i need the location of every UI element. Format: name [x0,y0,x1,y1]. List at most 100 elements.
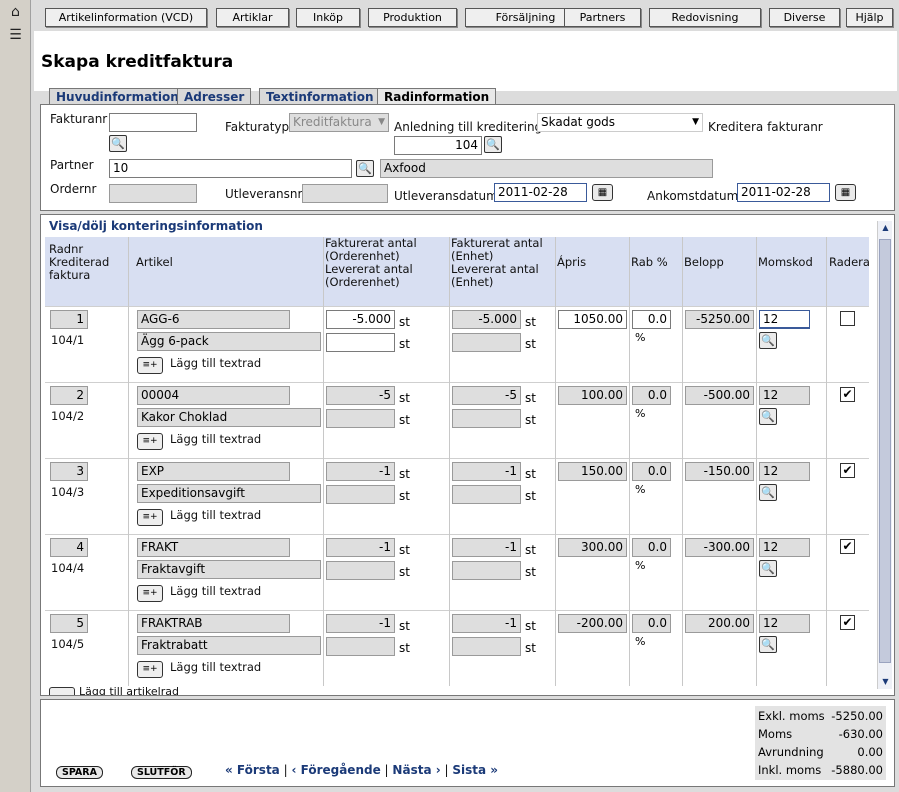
fakturanr-search-button[interactable]: 🔍 [109,135,127,152]
magnifier-icon: 🔍 [761,486,775,499]
fakturatyp-select[interactable]: Kreditfaktura ▼ [289,113,389,132]
article-name-field: Kakor Choklad [137,408,321,427]
menu-artikelinformation[interactable]: Artikelinformation (VCD) [45,8,207,27]
pager-next[interactable]: Nästa › [392,763,441,777]
add-text-icon[interactable]: ≡+ [137,585,163,602]
add-text-row-link[interactable]: Lägg till textrad [170,356,262,370]
unit-label: st [399,391,410,405]
apris-input[interactable]: 1050.00 [558,310,627,329]
partner-search-button[interactable]: 🔍 [356,160,374,177]
total-inkl-value: -5880.00 [831,763,883,777]
menu-diverse[interactable]: Diverse [769,8,840,27]
tab-huvudinformation[interactable]: Huvudinformation [49,88,186,104]
pager-prev[interactable]: ‹ Föregående [291,763,381,777]
radera-checkbox[interactable]: ✔ [840,615,855,630]
menu-hjalp[interactable]: Hjälp [846,8,893,27]
radera-checkbox[interactable] [840,311,855,326]
pager-last[interactable]: Sista » [452,763,499,777]
col-rab: Rab % [631,255,668,269]
tab-textinformation[interactable]: Textinformation [259,88,381,104]
total-moms-label: Moms [758,727,793,741]
vertical-scrollbar[interactable]: ▲ ▼ [877,221,892,689]
title-area [34,31,897,91]
menu-produktion[interactable]: Produktion [368,8,457,27]
momskod-search-button[interactable]: 🔍 [759,332,777,349]
add-text-icon[interactable]: ≡+ [137,433,163,450]
spara-button[interactable]: SPARA [56,766,103,779]
magnifier-icon: 🔍 [358,162,372,175]
pager-separator: | [384,763,389,777]
row-invoice-ref: 104/2 [51,409,85,423]
add-text-row-link[interactable]: Lägg till textrad [170,660,262,674]
add-text-icon[interactable]: ≡+ [137,661,163,678]
col-apris: Ápris [557,255,587,269]
row-table-panel: Visa/dölj konteringsinformation Radnr Kr… [40,214,895,696]
menu-artiklar[interactable]: Artiklar [216,8,289,27]
kreditera-search-button[interactable]: 🔍 [484,136,502,153]
momskod-input[interactable]: 12 [759,386,810,405]
qty-order-input[interactable]: -5.000 [326,310,395,329]
toggle-konteringsinformation[interactable]: Visa/dölj konteringsinformation [49,219,263,233]
tab-adresser[interactable]: Adresser [177,88,252,104]
momskod-search-button[interactable]: 🔍 [759,484,777,501]
utleveransdatum-input[interactable]: 2011-02-28 [494,183,587,202]
total-inkl-label: Inkl. moms [758,763,822,777]
column-divider [682,237,683,686]
home-icon[interactable]: ⌂ [11,4,20,20]
utleveransnr-label: Utleveransnr [225,187,303,201]
kreditera-fakturanr-input[interactable]: 104 [394,136,482,155]
momskod-input[interactable]: 12 [759,538,810,557]
add-text-row-link[interactable]: Lägg till textrad [170,508,262,522]
delivered-order-input [326,485,395,504]
unit-label: st [399,489,410,503]
menu-inkop[interactable]: Inköp [296,8,360,27]
rabatt-input[interactable]: 0.0 [632,310,671,329]
column-divider [629,237,630,686]
add-text-row-link[interactable]: Lägg till textrad [170,432,262,446]
momskod-input[interactable]: 12 [759,614,810,633]
scroll-up-arrow[interactable]: ▲ [882,223,889,232]
delivered-unit-field [452,409,521,428]
fakturanr-input[interactable] [109,113,197,132]
momskod-search-button[interactable]: 🔍 [759,408,777,425]
magnifier-icon: 🔍 [486,138,500,151]
page-title: Skapa kreditfaktura [41,52,234,72]
column-divider [128,237,129,686]
radera-checkbox[interactable]: ✔ [840,387,855,402]
delivered-order-input[interactable] [326,333,395,352]
partner-input[interactable]: 10 [109,159,352,178]
menu-forsaljning[interactable]: Försäljning [465,8,586,27]
momskod-input[interactable]: 12 [759,462,810,481]
kreditera-label: Kreditera fakturanr [708,120,823,134]
qty-order-input: -1 [326,462,395,481]
utleveransdatum-calendar-button[interactable]: ▦ [592,184,613,201]
delivered-unit-field [452,333,521,352]
menu-partners[interactable]: Partners [564,8,641,27]
momskod-search-button[interactable]: 🔍 [759,636,777,653]
add-text-row-link[interactable]: Lägg till textrad [170,584,262,598]
chevron-down-icon: ▼ [692,117,699,127]
menu-redovisning[interactable]: Redovisning [649,8,761,27]
ankomstdatum-input[interactable]: 2011-02-28 [737,183,830,202]
pager-first[interactable]: « Första [225,763,280,777]
tab-radinformation[interactable]: Radinformation [377,88,497,104]
slutfor-button[interactable]: SLUTFÖR [131,766,192,779]
momskod-input[interactable]: 12 [759,310,810,329]
row-invoice-ref: 104/3 [51,485,85,499]
ankomstdatum-calendar-button[interactable]: ▦ [835,184,856,201]
momskod-search-button[interactable]: 🔍 [759,560,777,577]
radera-checkbox[interactable]: ✔ [840,539,855,554]
radera-checkbox[interactable]: ✔ [840,463,855,478]
add-text-icon[interactable]: ≡+ [137,357,163,374]
add-article-row-link[interactable]: Lägg till artikelrad [79,685,179,696]
anledning-select[interactable]: Skadat gods ▼ [537,113,703,132]
add-text-icon[interactable]: ≡+ [137,509,163,526]
scrollbar-thumb[interactable] [879,239,891,663]
add-article-row-icon[interactable] [49,687,75,695]
delivered-order-input [326,561,395,580]
scroll-down-arrow[interactable]: ▼ [882,677,889,686]
percent-label: % [635,559,646,572]
percent-label: % [635,635,646,648]
unit-label: st [399,413,410,427]
menu-list-icon[interactable]: ☰ [9,27,22,43]
